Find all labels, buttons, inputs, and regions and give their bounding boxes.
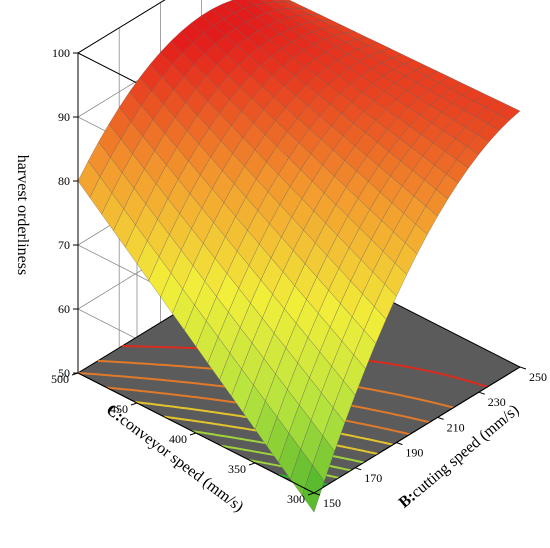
z-axis-title: harvest orderliness bbox=[14, 155, 31, 275]
x-tick-mark bbox=[437, 416, 444, 420]
y-tick-mark bbox=[307, 492, 315, 496]
y-tick-label: 300 bbox=[287, 492, 305, 506]
z-tick-label: 70 bbox=[58, 238, 70, 252]
z-tick-label: 80 bbox=[58, 174, 70, 188]
x-tick-mark bbox=[313, 492, 321, 496]
x-tick-label: 190 bbox=[405, 446, 423, 460]
y-tick-label: 350 bbox=[228, 462, 246, 476]
x-tick-label: 230 bbox=[488, 395, 506, 409]
x-axis-line bbox=[313, 366, 521, 494]
y-tick-label: 500 bbox=[51, 372, 69, 386]
x-tick-mark bbox=[396, 442, 403, 446]
y-tick-label: 400 bbox=[169, 432, 187, 446]
x-tick-mark bbox=[478, 391, 485, 395]
z-tick-label: 90 bbox=[58, 110, 70, 124]
x-tick-mark bbox=[519, 366, 527, 370]
x-tick-label: 150 bbox=[323, 496, 341, 510]
response-surface bbox=[77, 0, 521, 513]
z-tick-label: 60 bbox=[58, 302, 70, 316]
y-axis-title-prefix: C: bbox=[103, 401, 127, 425]
y-tick-mark bbox=[248, 462, 256, 466]
x-tick-mark bbox=[355, 467, 362, 471]
y-tick-mark bbox=[130, 402, 138, 406]
y-tick-mark bbox=[189, 432, 197, 436]
x-tick-label: 210 bbox=[447, 420, 465, 434]
x-tick-label: 250 bbox=[529, 370, 547, 384]
y-tick-label: 450 bbox=[110, 402, 128, 416]
z-tick-label: 100 bbox=[52, 46, 70, 60]
surface-patch bbox=[301, 464, 325, 513]
x-tick-label: 170 bbox=[364, 471, 382, 485]
z-tick-label: 50 bbox=[58, 366, 70, 380]
